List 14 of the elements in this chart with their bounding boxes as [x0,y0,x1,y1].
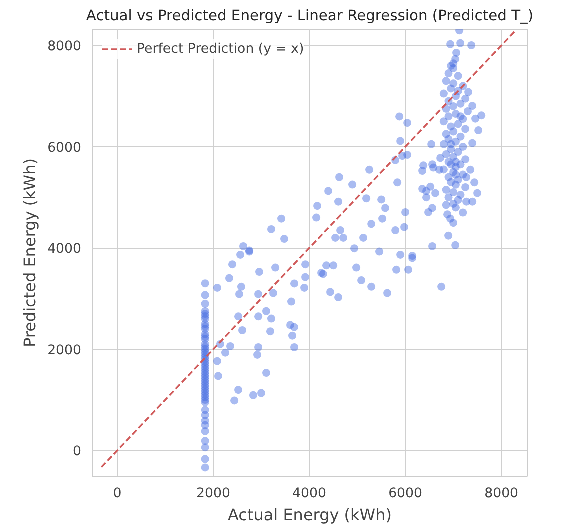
y-tick-label: 6000 [48,140,82,156]
x-tick-label: 8000 [484,486,519,502]
y-axis-title: Predicted Energy (kWh) [20,158,40,348]
x-tick-label: 2000 [196,486,230,502]
y-tick-label: 4000 [48,242,82,258]
x-tick-label: 6000 [388,486,423,502]
y-tick-label: 0 [73,444,82,460]
chart-title: Actual vs Predicted Energy - Linear Regression (Predicted T_) [86,8,534,24]
y-tick-label: 8000 [48,40,82,55]
y-tick-label: 2000 [48,343,82,358]
legend-label: Perfect Prediction (y = x) [137,42,304,56]
x-axis-title: Actual Energy (kWh) [228,506,392,524]
x-tick-label: 4000 [292,486,326,502]
x-tick-label: 0 [113,486,122,502]
